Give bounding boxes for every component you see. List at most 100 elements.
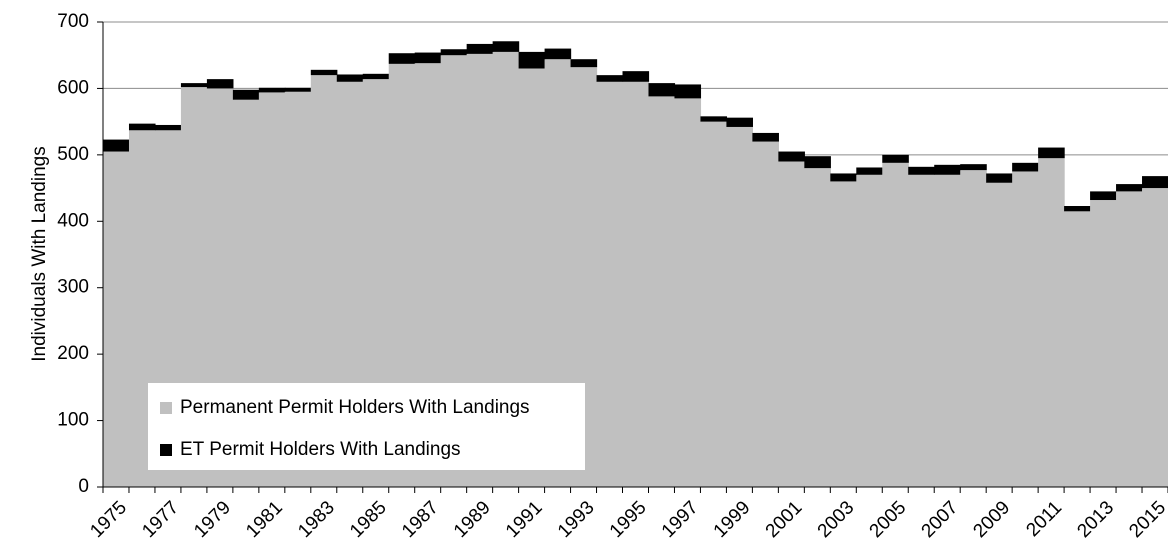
area-step bbox=[414, 52, 442, 64]
area-step bbox=[752, 141, 779, 488]
x-tick-label: 2013 bbox=[1073, 497, 1118, 542]
area-step bbox=[778, 161, 805, 487]
area-step bbox=[1116, 191, 1143, 487]
area-step bbox=[882, 162, 909, 488]
legend-label: ET Permit Holders With Landings bbox=[180, 439, 461, 460]
area-step bbox=[674, 84, 702, 99]
area-step bbox=[570, 59, 598, 68]
y-tick-label: 0 bbox=[78, 476, 89, 497]
y-tick-label: 600 bbox=[57, 77, 89, 98]
area-step bbox=[700, 116, 728, 122]
area-step bbox=[284, 87, 312, 92]
area-step bbox=[1090, 191, 1117, 201]
x-tick-label: 2005 bbox=[866, 497, 911, 542]
x-tick-label: 1995 bbox=[606, 497, 651, 542]
area-step bbox=[103, 151, 130, 488]
area-step bbox=[934, 174, 961, 488]
area-step bbox=[258, 87, 286, 93]
x-tick-label: 1983 bbox=[294, 497, 339, 542]
area-step bbox=[310, 69, 338, 76]
y-axis-label: Individuals With Landings bbox=[29, 146, 50, 361]
x-tick-label: 1975 bbox=[86, 497, 131, 542]
area-step bbox=[856, 167, 883, 175]
area-step bbox=[128, 123, 156, 131]
x-tick-label: 2007 bbox=[918, 497, 963, 542]
x-tick-label: 1999 bbox=[710, 497, 755, 542]
area-step bbox=[700, 121, 728, 488]
area-step bbox=[778, 151, 805, 162]
area-step bbox=[362, 73, 390, 80]
area-step bbox=[830, 181, 857, 487]
area-step bbox=[622, 81, 650, 488]
area-step bbox=[726, 126, 753, 487]
area-step bbox=[518, 51, 546, 69]
area-step bbox=[1064, 211, 1091, 488]
area-step bbox=[336, 74, 364, 82]
y-tick-label: 500 bbox=[57, 144, 89, 165]
area-step bbox=[960, 170, 987, 487]
area-step bbox=[1116, 184, 1143, 192]
area-step bbox=[986, 182, 1013, 487]
area-step bbox=[466, 43, 494, 54]
x-tick-label: 2011 bbox=[1022, 497, 1066, 541]
y-tick-label: 400 bbox=[57, 210, 89, 231]
x-tick-label: 1977 bbox=[138, 497, 183, 542]
area-step bbox=[232, 89, 260, 100]
x-tick-label: 1979 bbox=[190, 497, 235, 542]
x-tick-label: 2003 bbox=[814, 497, 859, 542]
x-tick-label: 1981 bbox=[242, 497, 287, 542]
legend: Permanent Permit Holders With Landings ET… bbox=[148, 383, 585, 470]
x-tick-label: 2015 bbox=[1125, 497, 1168, 542]
area-step bbox=[882, 154, 909, 163]
area-step bbox=[180, 83, 208, 88]
area-step bbox=[1012, 171, 1039, 487]
area-step bbox=[596, 81, 624, 488]
area-step bbox=[1038, 158, 1065, 487]
area-step bbox=[596, 75, 624, 82]
area-step bbox=[908, 174, 935, 488]
x-tick-label: 1985 bbox=[346, 497, 391, 542]
area-step bbox=[622, 71, 650, 82]
y-tick-label: 700 bbox=[57, 11, 89, 32]
x-tick-label: 1997 bbox=[658, 497, 703, 542]
area-step bbox=[804, 156, 831, 169]
area-step bbox=[440, 49, 468, 56]
legend-box bbox=[148, 383, 585, 470]
area-step bbox=[856, 174, 883, 488]
area-step bbox=[1038, 147, 1065, 159]
area-step bbox=[960, 164, 987, 171]
area-step bbox=[1012, 162, 1039, 172]
y-tick-label: 300 bbox=[57, 277, 89, 298]
y-tick-label: 200 bbox=[57, 343, 89, 364]
area-step bbox=[206, 79, 234, 89]
area-step bbox=[804, 168, 831, 487]
area-step bbox=[934, 164, 961, 175]
x-tick-label: 1993 bbox=[554, 497, 599, 542]
area-step bbox=[1090, 200, 1117, 487]
area-step bbox=[908, 166, 935, 175]
area-step bbox=[752, 132, 779, 142]
area-step bbox=[648, 96, 676, 488]
x-tick-label: 1991 bbox=[502, 497, 547, 542]
area-step bbox=[830, 173, 857, 182]
x-tick-label: 1989 bbox=[450, 497, 495, 542]
area-step bbox=[648, 83, 676, 97]
area-step bbox=[1064, 206, 1091, 212]
x-tick-label: 1987 bbox=[398, 497, 443, 542]
area-step bbox=[1142, 188, 1168, 488]
area-step bbox=[492, 41, 520, 52]
area-step bbox=[544, 48, 572, 60]
x-tick-label: 2001 bbox=[762, 497, 807, 542]
area-step bbox=[986, 173, 1013, 183]
area-step bbox=[1142, 176, 1168, 189]
area-step bbox=[674, 98, 702, 488]
legend-swatch bbox=[160, 402, 172, 414]
y-tick-label: 100 bbox=[57, 410, 89, 431]
area-step bbox=[726, 117, 753, 127]
x-tick-label: 2009 bbox=[969, 497, 1014, 542]
area-step bbox=[103, 139, 130, 152]
area-step bbox=[388, 53, 416, 64]
legend-swatch bbox=[160, 444, 172, 456]
